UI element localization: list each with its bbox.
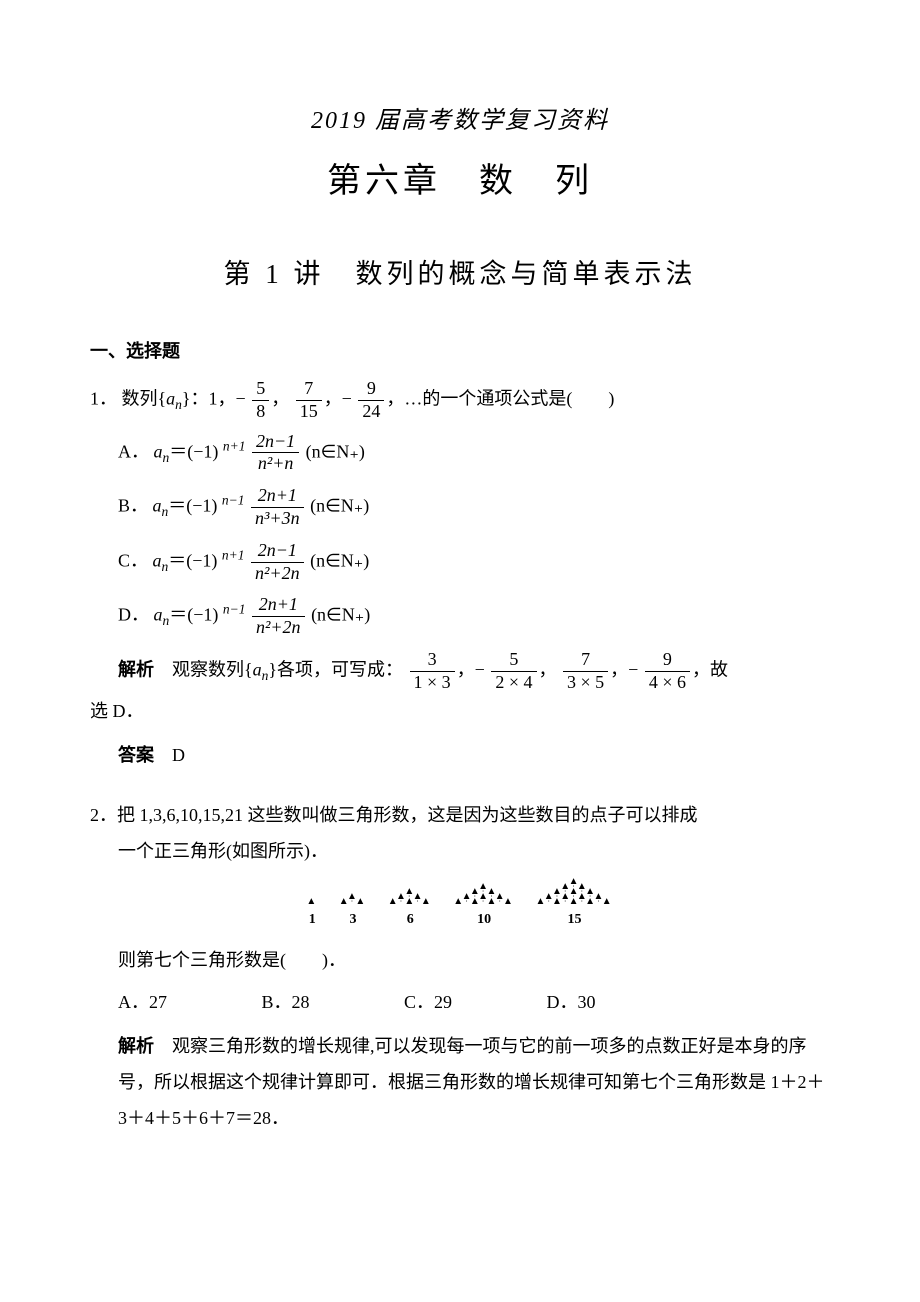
q2-choice-c: C．29 (404, 984, 452, 1020)
q2-choice-b: B．28 (262, 984, 310, 1020)
q2-stem: 2．把 1,3,6,10,15,21 这些数叫做三角形数，这是因为这些数目的点子… (90, 797, 830, 833)
q2-subquestion: 则第七个三角形数是( )． (118, 942, 830, 978)
q2-num: 2． (90, 805, 117, 825)
q1-num: 1． (90, 388, 117, 408)
q1-frac2: 715 (296, 379, 322, 422)
q2-choice-a: A．27 (118, 984, 167, 1020)
chapter-title: 第六章 数 列 (90, 153, 830, 202)
q1-frac1: 58 (252, 379, 269, 422)
triangle-15: ▲ ▲·▲ ▲·▲·▲ ▲·▲·▲·▲ ▲·▲·▲·▲·▲ 15 (535, 879, 613, 934)
q1-frac3: 924 (358, 379, 384, 422)
q1-analysis-line2: 选 D． (90, 693, 830, 729)
q2-analysis: 解析 观察三角形数的增长规律,可以发现每一项与它的前一项多的点数正好是本身的序号… (118, 1028, 830, 1136)
q1-answer: 答案 D (118, 737, 830, 773)
q1-choices: A． an＝(−1) n+1 2n−1n²+n (n∈N₊) B． an＝(−1… (118, 432, 830, 638)
section-label: 一、选择题 (90, 337, 830, 363)
q1-analysis: 解析 观察数列{an}各项，可写成： 31 × 3，− 52 × 4， 73 ×… (118, 650, 830, 693)
q2-choice-d: D．30 (547, 984, 596, 1020)
q1-choice-a: A． an＝(−1) n+1 2n−1n²+n (n∈N₊) (118, 432, 830, 475)
question-2: 2．把 1,3,6,10,15,21 这些数叫做三角形数，这是因为这些数目的点子… (90, 797, 830, 1136)
triangle-10: ▲ ▲·▲ ▲·▲·▲ ▲·▲·▲·▲ 10 (453, 884, 515, 934)
doc-title: 2019 届高考数学复习资料 (90, 100, 830, 135)
triangle-1: ▲ 1 (306, 899, 318, 934)
triangle-3: ▲ ▲·▲ 3 (339, 894, 367, 934)
triangle-figure: ▲ 1 ▲ ▲·▲ 3 ▲ ▲·▲ ▲·▲·▲ 6 ▲ ▲·▲ ▲·▲·▲ ▲·… (90, 879, 830, 934)
q2-choices: A．27 B．28 C．29 D．30 (118, 984, 830, 1020)
q1-choice-d: D． an＝(−1) n−1 2n+1n²+2n (n∈N₊) (118, 595, 830, 638)
triangle-6: ▲ ▲·▲ ▲·▲·▲ 6 (388, 889, 433, 934)
q1-choice-b: B． an＝(−1) n−1 2n+1n³+3n (n∈N₊) (118, 486, 830, 529)
page: 2019 届高考数学复习资料 第六章 数 列 第 1 讲 数列的概念与简单表示法… (0, 0, 920, 1302)
q2-stem-line2: 一个正三角形(如图所示)． (118, 833, 830, 869)
q1-choice-c: C． an＝(−1) n+1 2n−1n²+2n (n∈N₊) (118, 541, 830, 584)
lecture-title: 第 1 讲 数列的概念与简单表示法 (90, 252, 830, 291)
q1-stem: 1． 数列{an}：1，− 58， 715，− 924，…的一个通项公式是( ) (90, 379, 830, 422)
question-1: 1． 数列{an}：1，− 58， 715，− 924，…的一个通项公式是( )… (90, 379, 830, 773)
